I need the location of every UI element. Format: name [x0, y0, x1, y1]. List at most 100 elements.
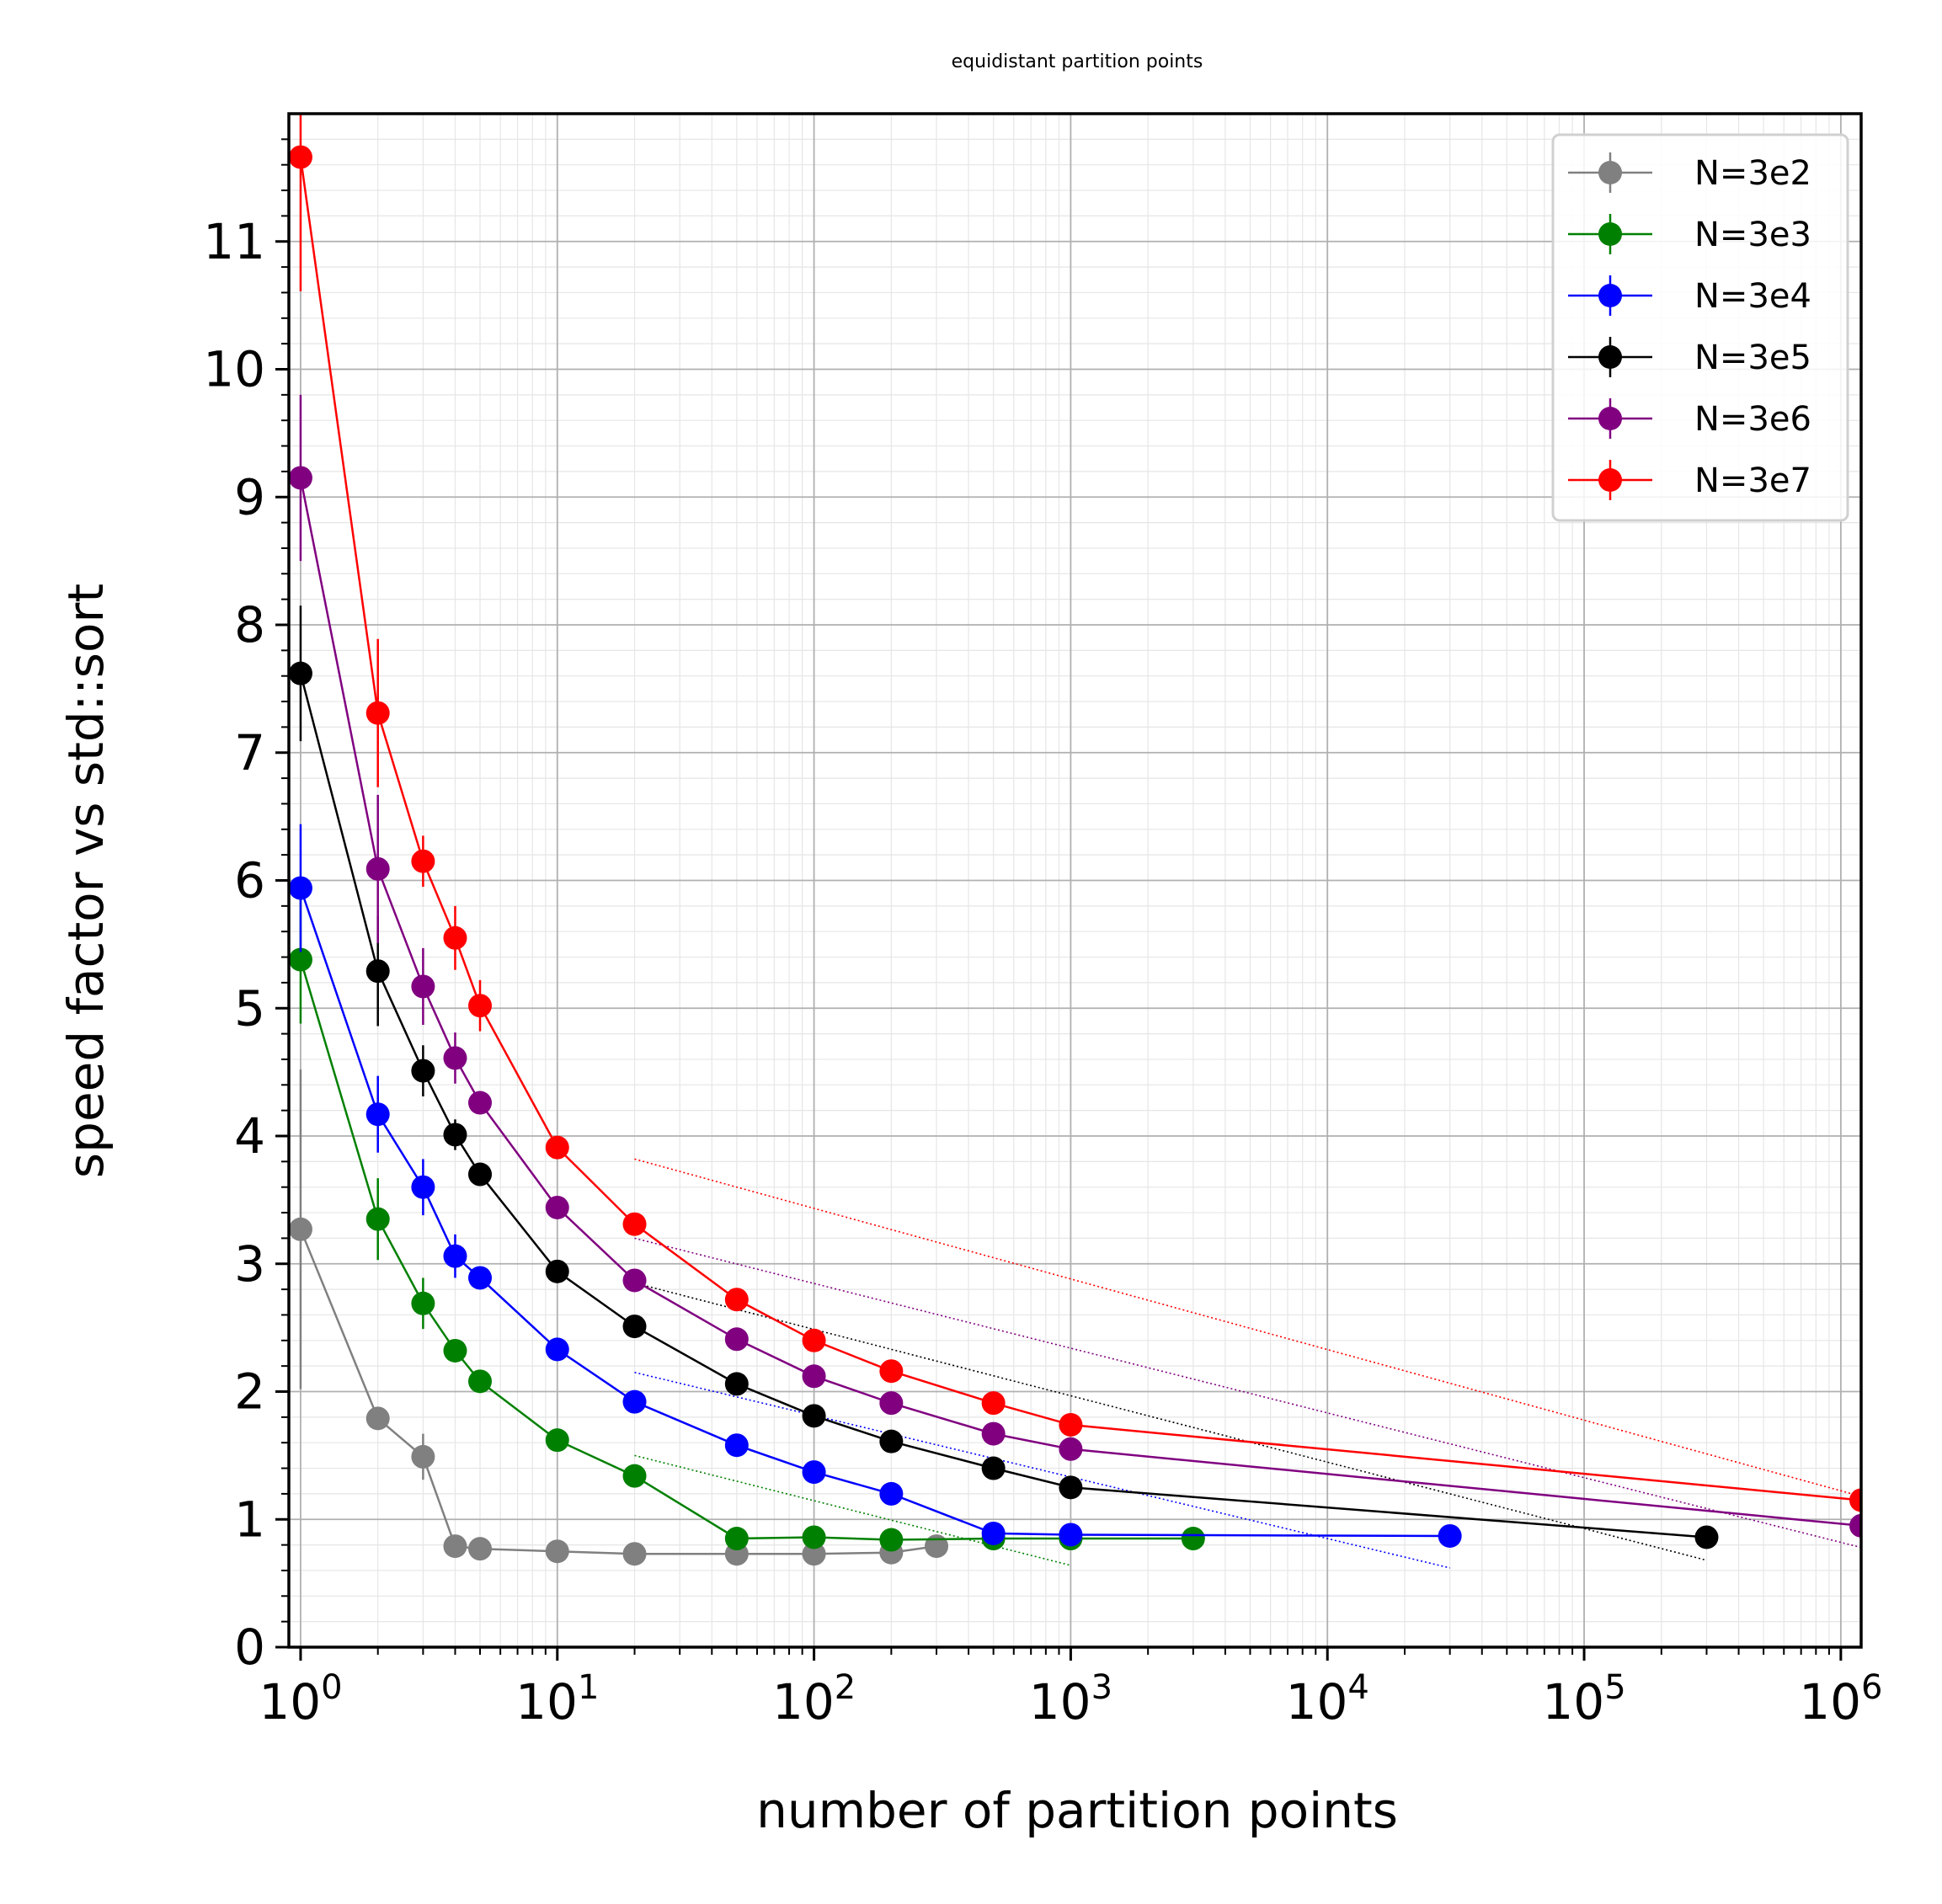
axis-ticks: 100 101 102 103 104 105 106 0 1 2 3 4 5 6 7 8 9 10 11 — [203, 138, 1882, 1731]
data-point — [879, 1359, 904, 1384]
series-line — [299, 477, 1861, 1528]
data-point — [1059, 1437, 1083, 1461]
data-point — [411, 849, 435, 873]
data-point — [1181, 1527, 1205, 1551]
y-tick-label: 4 — [234, 1107, 265, 1165]
legend-item: N=3e4 — [1568, 275, 1811, 316]
data-point — [1059, 1475, 1083, 1500]
data-point — [411, 1175, 435, 1199]
data-point — [1059, 1412, 1083, 1437]
data-point — [981, 1456, 1006, 1480]
legend-marker — [1598, 161, 1622, 184]
fit-line — [634, 1158, 1861, 1497]
data-point — [925, 1534, 949, 1559]
fit-lines — [634, 1158, 1861, 1569]
legend-item: N=3e3 — [1568, 214, 1811, 254]
data-point — [443, 925, 467, 950]
data-point — [289, 876, 312, 900]
data-point — [622, 1389, 647, 1414]
data-point — [981, 1521, 1006, 1545]
data-point — [468, 1537, 493, 1561]
data-point — [468, 1369, 493, 1394]
data-point — [1438, 1523, 1462, 1548]
series-N=3e6 — [289, 394, 1861, 1538]
data-point — [622, 1268, 647, 1293]
data-point — [545, 1539, 569, 1564]
data-point — [622, 1212, 647, 1236]
data-point — [879, 1528, 904, 1552]
series-N=3e2 — [289, 1069, 949, 1566]
legend-marker — [1598, 284, 1622, 307]
data-point — [545, 1337, 569, 1362]
data-point — [468, 1091, 493, 1115]
y-tick-label: 9 — [234, 468, 265, 525]
data-point — [1849, 1513, 1861, 1538]
x-axis-label: number of partition points — [756, 1782, 1398, 1839]
data-point — [724, 1327, 749, 1352]
data-point — [365, 701, 390, 725]
data-point — [365, 959, 390, 984]
data-point — [289, 145, 312, 169]
y-tick-label: 3 — [234, 1235, 265, 1293]
chart-title: equidistant partition points — [952, 51, 1203, 72]
x-tick-label: 101 — [515, 1668, 599, 1731]
data-point — [879, 1391, 904, 1416]
data-point — [981, 1391, 1006, 1416]
data-point — [365, 856, 390, 881]
x-tick-label: 104 — [1286, 1668, 1369, 1731]
data-point — [468, 994, 493, 1018]
data-point — [802, 1404, 826, 1428]
legend-item: N=3e5 — [1568, 337, 1811, 377]
data-point — [443, 1534, 467, 1559]
legend-frame — [1551, 133, 1849, 522]
data-series — [289, 114, 1861, 1566]
data-point — [724, 1288, 749, 1312]
data-point — [468, 1162, 493, 1187]
legend-marker — [1598, 407, 1622, 430]
legend-label: N=3e2 — [1694, 154, 1811, 193]
data-point — [545, 1259, 569, 1283]
series-N=3e5 — [289, 605, 1719, 1549]
series-N=3e7 — [289, 114, 1861, 1512]
data-point — [443, 1046, 467, 1070]
y-tick-label: 2 — [234, 1363, 265, 1421]
data-point — [1694, 1525, 1719, 1549]
data-point — [411, 974, 435, 999]
legend-label: N=3e4 — [1694, 277, 1811, 316]
data-point — [802, 1460, 826, 1485]
legend-label: N=3e6 — [1694, 400, 1811, 439]
legend-marker — [1598, 345, 1622, 369]
data-point — [411, 1444, 435, 1469]
fit-line — [634, 1237, 1861, 1549]
data-point — [468, 1266, 493, 1290]
fit-line — [634, 1371, 1450, 1569]
data-point — [622, 1464, 647, 1488]
data-point — [802, 1542, 826, 1566]
x-tick-label: 106 — [1799, 1668, 1882, 1731]
x-tick-label: 103 — [1029, 1668, 1112, 1731]
series-N=3e4 — [289, 824, 1462, 1548]
data-point — [802, 1364, 826, 1389]
data-point — [289, 1217, 312, 1241]
data-point — [802, 1328, 826, 1352]
y-tick-label: 10 — [203, 341, 265, 398]
legend-label: N=3e7 — [1694, 461, 1811, 500]
data-point — [365, 1207, 390, 1231]
legend-label: N=3e5 — [1694, 339, 1811, 377]
data-point — [443, 1244, 467, 1268]
data-point — [622, 1542, 647, 1566]
y-tick-label: 8 — [234, 596, 265, 653]
data-point — [545, 1135, 569, 1160]
data-point — [289, 947, 312, 972]
x-tick-label: 100 — [259, 1668, 342, 1731]
data-point — [802, 1525, 826, 1549]
y-tick-label: 5 — [234, 979, 265, 1037]
y-tick-label: 11 — [203, 213, 265, 270]
data-point — [365, 1102, 390, 1127]
data-point — [724, 1527, 749, 1551]
y-tick-label: 1 — [234, 1491, 265, 1548]
data-point — [545, 1195, 569, 1219]
data-point — [545, 1428, 569, 1453]
data-point — [879, 1481, 904, 1506]
